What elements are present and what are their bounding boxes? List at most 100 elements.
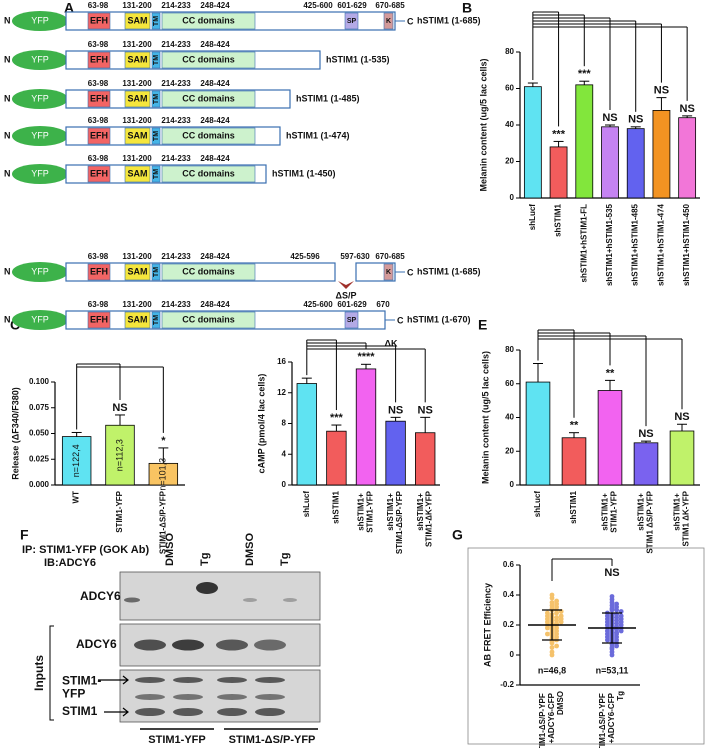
n-terminus: N (4, 314, 11, 324)
n-terminus: N (4, 93, 11, 103)
blot-band (243, 598, 257, 602)
bar (633, 442, 659, 486)
blot-band (135, 708, 165, 716)
y-tick-label: 0 (510, 650, 515, 659)
bar (296, 383, 317, 486)
domain-label: TM (153, 16, 160, 26)
y-axis-title: Melanin content (ug/5 lac cells) (478, 58, 488, 191)
x-tick-label: shSTIM1+ STIM1 ΔK-YFP (673, 490, 691, 546)
row-label: STIM1-YFP (62, 674, 101, 701)
range-label: 63-98 (88, 252, 109, 261)
domain-label: CC domains (182, 15, 235, 25)
yfp-tag (12, 89, 68, 109)
domain (124, 311, 151, 329)
blot-band (135, 694, 165, 700)
construct-name: hSTIM1 (1-685) (417, 266, 481, 276)
yfp-tag (12, 164, 68, 184)
c-terminus: C (407, 267, 414, 277)
y-tick-label: 12 (277, 388, 286, 397)
bar (523, 86, 542, 199)
domain (87, 127, 111, 145)
x-tick-label: STIM1-YFP (115, 490, 124, 532)
n-terminus: N (4, 130, 11, 140)
deletion-mark (338, 281, 354, 289)
domain-label: EFH (90, 15, 108, 25)
data-point (554, 615, 559, 620)
lane-label: Tg (279, 553, 291, 566)
yfp-tag (12, 50, 68, 70)
domain-label: EFH (90, 314, 108, 324)
x-tick-label: shSTIM1 (554, 203, 563, 236)
domain (344, 12, 359, 30)
range-label: 425-596 (290, 252, 320, 261)
blot-band (135, 677, 165, 683)
bar (105, 424, 135, 486)
range-label: 131-200 (122, 79, 152, 88)
x-tick-label: WT (72, 491, 81, 504)
range-label: 214-233 (161, 116, 191, 125)
significance: NS (604, 567, 619, 579)
x-tick-label: shSTIM1 (569, 490, 578, 523)
blot-band (217, 708, 247, 716)
bar (385, 420, 406, 486)
deletion-label: ΔK (385, 338, 398, 348)
y-tick-label: 60 (505, 379, 514, 388)
y-tick-label: 80 (505, 345, 514, 354)
domain-label: SP (347, 18, 357, 25)
range-label: 131-200 (122, 252, 152, 261)
data-point (549, 600, 555, 605)
blot-panel (119, 571, 321, 621)
significance: ** (606, 367, 615, 379)
x-tick-label: shSTIM1+ STIM1-YFP (357, 490, 375, 532)
n-label: n=53,11 (596, 665, 629, 675)
y-tick-label: 0.075 (29, 403, 50, 412)
range-label: 131-200 (122, 40, 152, 49)
yfp-label: YFP (31, 314, 49, 324)
blot-band (134, 639, 166, 651)
bar (575, 84, 594, 199)
x-tick-label: shLucf (528, 204, 537, 231)
domain (151, 311, 161, 329)
y-tick-label: 80 (505, 47, 514, 56)
bar (61, 436, 92, 486)
bar (561, 437, 587, 486)
range-label: 63-98 (88, 40, 109, 49)
range-label: 131-200 (122, 300, 152, 309)
bar (626, 128, 645, 199)
bar (415, 432, 436, 486)
y-tick-label: 0 (510, 480, 515, 489)
domain (124, 127, 151, 145)
data-point (614, 601, 619, 607)
group-label: STIM1-YFP (148, 734, 205, 746)
domain (124, 165, 151, 183)
range-label: 214-233 (161, 252, 191, 261)
range-label: 63-98 (88, 1, 109, 10)
range-label: 214-233 (161, 154, 191, 163)
range-label: 248-424 (200, 154, 230, 163)
y-tick-label: 40 (505, 413, 514, 422)
range-label: 670 (376, 300, 390, 309)
row-label: ADCY6 (76, 637, 117, 651)
range-label: 131-200 (122, 1, 152, 10)
n-terminus: N (4, 266, 11, 276)
domain-label: TM (153, 315, 160, 325)
x-tick-label: shSTIM1 (332, 490, 341, 523)
domain-label: SAM (128, 130, 148, 140)
range-label: 601-629 (337, 1, 367, 10)
x-tick-label: STIM1-ΔS/P-YFP (158, 490, 167, 554)
construct-name: hSTIM1 (1-485) (296, 93, 360, 103)
inputs-label: Inputs (32, 655, 46, 691)
range-label: 670-685 (375, 1, 405, 10)
significance: ** (570, 420, 579, 432)
range-label: 214-233 (161, 1, 191, 10)
significance: NS (388, 404, 403, 416)
n-label: n=101,3 (158, 458, 168, 491)
range-label: 131-200 (122, 116, 152, 125)
y-axis-title: Release (ΔF340/F380) (10, 387, 20, 480)
bar (669, 430, 695, 486)
y-tick-label: 0.4 (503, 590, 515, 599)
y-tick-label: 0.050 (29, 429, 50, 438)
domain-label: CC domains (182, 266, 235, 276)
